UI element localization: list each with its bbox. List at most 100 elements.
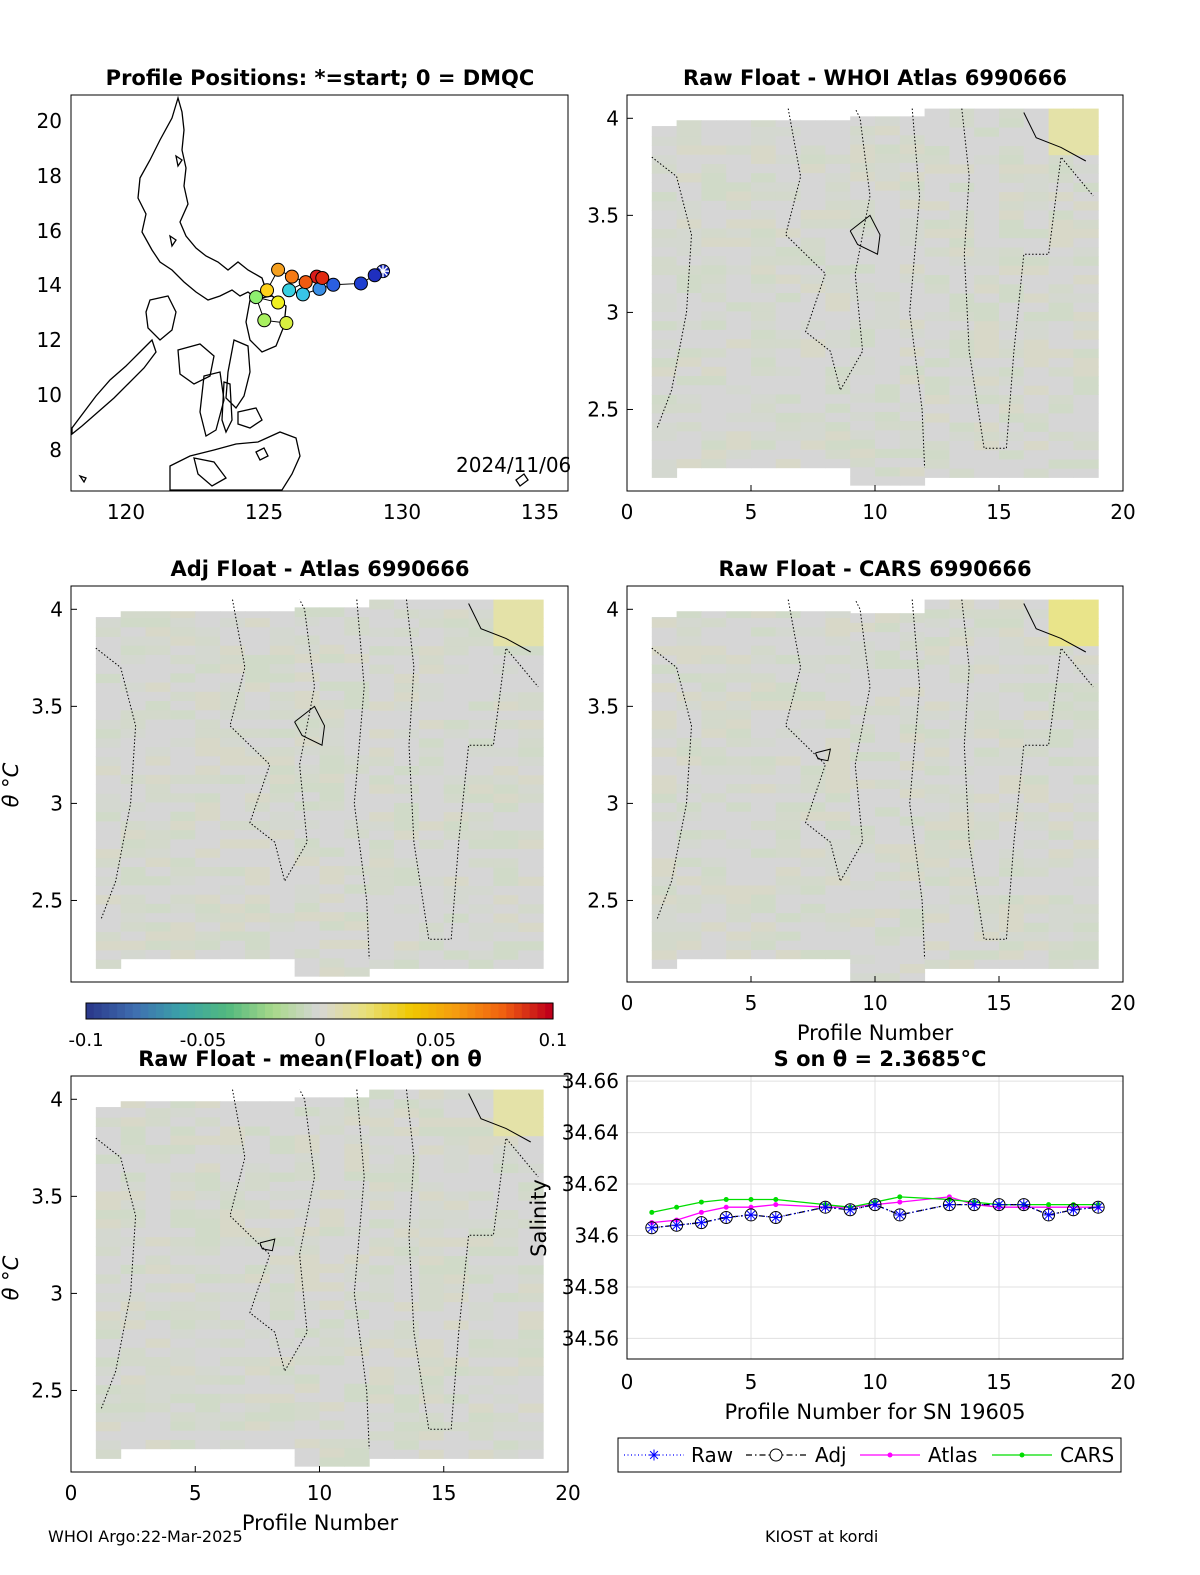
heatmap-cell	[850, 705, 876, 716]
heatmap-cell	[269, 1255, 296, 1265]
heatmap-cell	[95, 1144, 122, 1155]
heatmap-cell	[220, 1227, 246, 1238]
heatmap-cell	[145, 1430, 171, 1440]
heatmap-cell	[369, 1347, 395, 1358]
heatmap-cell	[443, 1375, 470, 1386]
heatmap-cell	[825, 682, 851, 692]
heatmap-cell	[800, 366, 826, 376]
heatmap-cell	[775, 792, 802, 803]
heatmap-cell	[95, 1117, 122, 1127]
heatmap-cell	[999, 857, 1025, 868]
heatmap-cell	[775, 384, 802, 395]
heatmap-cell	[651, 765, 678, 776]
heatmap-cell	[145, 1282, 171, 1293]
heatmap-cell	[726, 737, 752, 748]
heatmap-cell	[443, 1255, 470, 1266]
heatmap-cell	[244, 829, 271, 840]
heatmap-cell	[518, 1310, 544, 1321]
heatmap-cell	[899, 631, 926, 642]
heatmap-cell	[800, 384, 826, 395]
heatmap-cell	[518, 885, 544, 896]
heatmap-cell	[244, 838, 271, 849]
heatmap-cell	[800, 884, 826, 895]
heatmap-cell	[220, 1181, 246, 1192]
heatmap-cell	[394, 848, 420, 859]
heatmap-cell	[220, 1365, 246, 1376]
heatmap-cell	[999, 747, 1025, 757]
heatmap-cell	[726, 393, 752, 404]
heatmap-cell	[999, 293, 1025, 303]
heatmap-cell	[751, 755, 777, 766]
heatmap-cell	[344, 1438, 370, 1449]
heatmap-cell	[701, 718, 727, 729]
heatmap-cell	[775, 755, 802, 766]
heatmap-cell	[294, 1189, 320, 1200]
heatmap-cell	[344, 1410, 370, 1421]
heatmap-cell	[651, 145, 678, 156]
heatmap-cell	[1073, 747, 1099, 757]
heatmap-cell	[95, 894, 122, 905]
heatmap-cell	[1023, 366, 1050, 377]
x-tick-label: 0	[621, 991, 634, 1015]
heatmap-cell	[899, 686, 926, 697]
heatmap-cell	[751, 820, 777, 831]
heatmap-cell	[726, 949, 752, 960]
heatmap-cell	[145, 1172, 171, 1182]
heatmap-cell	[369, 1098, 395, 1109]
heatmap-cell	[751, 338, 777, 349]
heatmap-cell	[1073, 274, 1099, 285]
heatmap-cell	[825, 737, 851, 748]
heatmap-cell	[195, 1338, 221, 1348]
x-tick-label: 5	[745, 991, 758, 1015]
heatmap-cell	[120, 1411, 147, 1422]
heatmap-cell	[775, 357, 802, 367]
heatmap-cell	[1048, 237, 1074, 248]
heatmap-cell	[726, 246, 752, 257]
heatmap-cell	[468, 931, 494, 942]
heatmap-cell	[825, 921, 851, 932]
heatmap-cell	[949, 228, 975, 239]
contour-line	[651, 156, 693, 430]
heatmap-cell	[195, 884, 221, 895]
heatmap-cell	[999, 283, 1025, 294]
heatmap-cell	[120, 783, 147, 794]
heatmap-cell	[800, 403, 826, 413]
heatmap-cell	[344, 1429, 370, 1440]
heatmap-cell	[418, 802, 445, 813]
heatmap-cell	[825, 375, 851, 386]
heatmap-cell	[751, 682, 777, 692]
heatmap-cell	[369, 811, 395, 822]
heatmap-cell	[974, 329, 1000, 340]
heatmap-cell	[999, 265, 1025, 276]
heatmap-cell	[899, 972, 926, 983]
heatmap-cell	[244, 811, 271, 821]
heatmap-cell	[924, 857, 950, 868]
heatmap-cell	[294, 939, 320, 950]
heatmap-cell	[875, 686, 901, 697]
heatmap-cell	[369, 1403, 395, 1413]
heatmap-cell	[651, 163, 678, 174]
heatmap-cell	[1073, 673, 1099, 684]
heatmap-cell	[899, 282, 926, 293]
heatmap-cell	[850, 816, 876, 826]
heatmap-cell	[924, 173, 950, 183]
heatmap-cell	[369, 1449, 395, 1459]
heatmap-cell	[443, 737, 470, 748]
heatmap-cell	[949, 339, 975, 349]
heatmap-cell	[999, 793, 1025, 803]
heatmap-cell	[701, 412, 727, 423]
heatmap-cell	[999, 654, 1025, 665]
heatmap-cell	[244, 1107, 271, 1118]
heatmap-cell	[726, 663, 752, 674]
heatmap-cell	[344, 828, 370, 839]
heatmap-cell	[319, 966, 345, 977]
heatmap-cell	[1048, 200, 1074, 211]
heatmap-cell	[949, 154, 975, 165]
heatmap-cell	[949, 903, 975, 914]
heatmap-cell	[418, 913, 445, 923]
heatmap-cell	[319, 800, 345, 811]
heatmap-cell	[145, 1301, 171, 1311]
heatmap-cell	[1048, 219, 1074, 229]
heatmap-cell	[1073, 182, 1099, 193]
heatmap-cell	[899, 751, 926, 762]
